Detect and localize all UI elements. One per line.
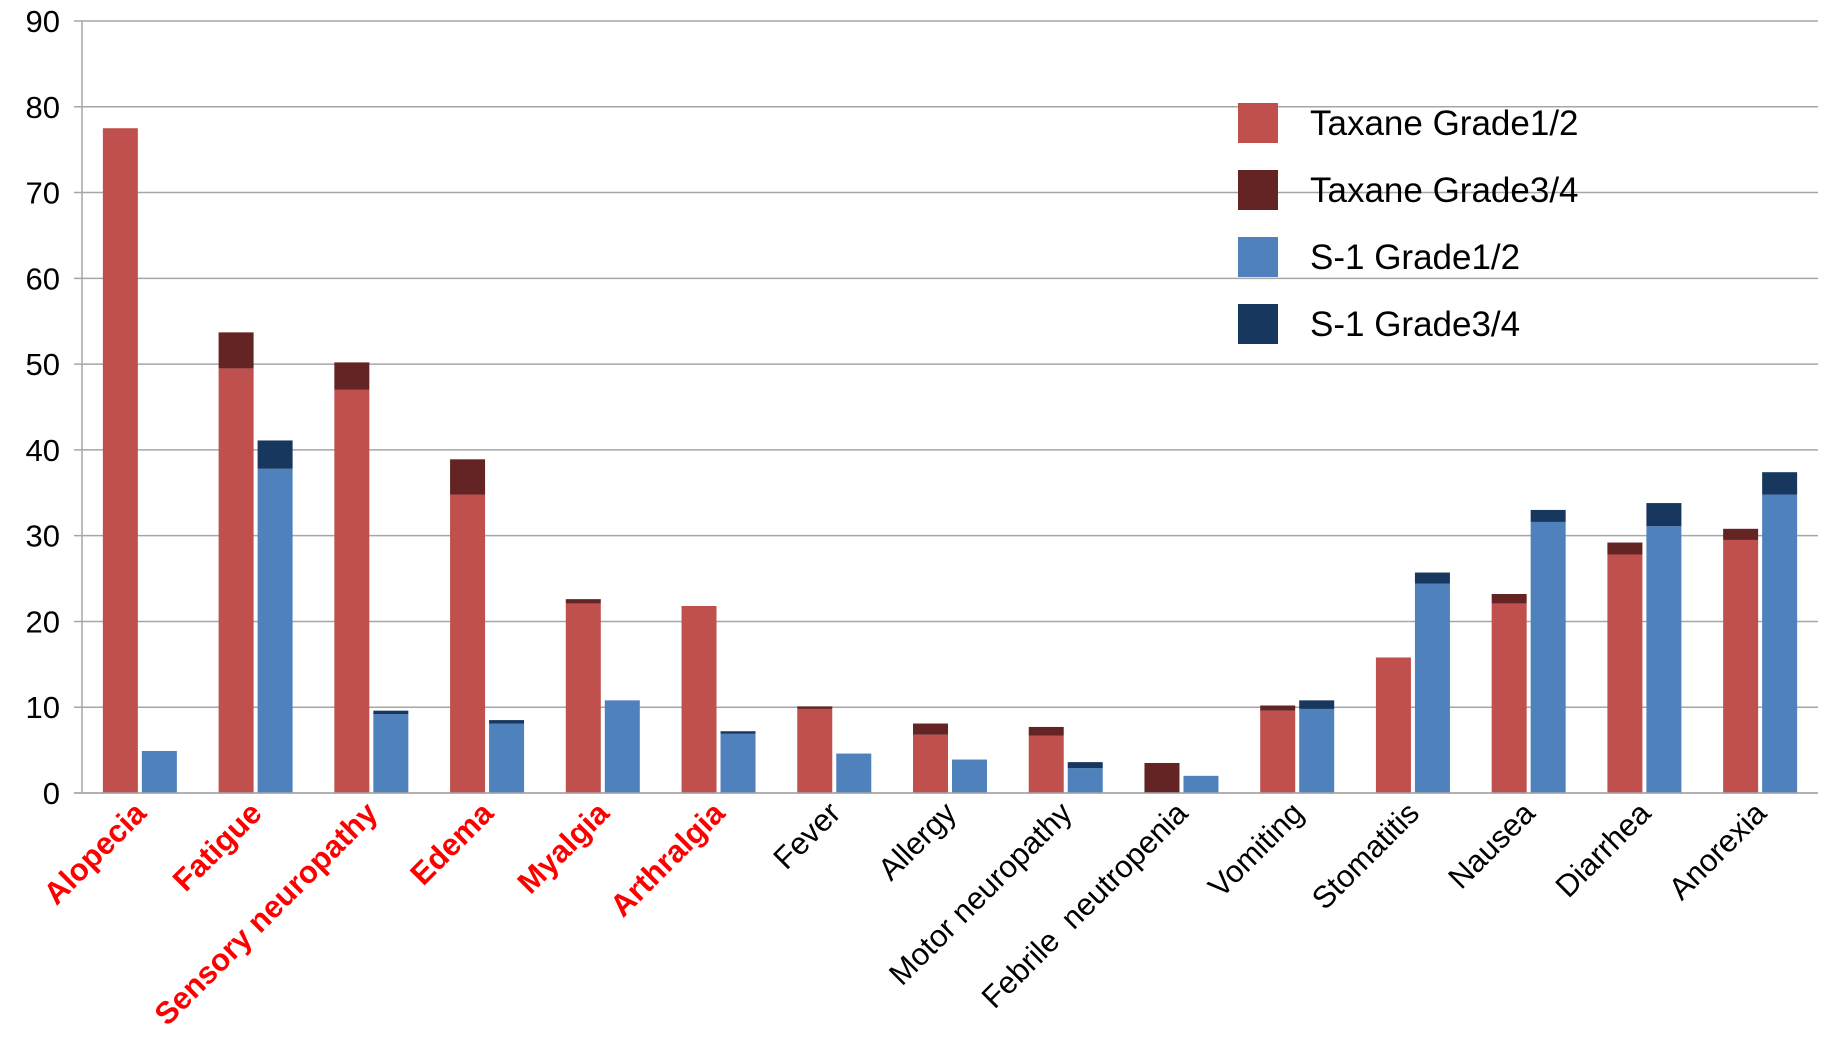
bar-s-1-grade1-2-sensory-neuropathy [373, 714, 409, 793]
bar-s-1-grade1-2-nausea [1530, 521, 1566, 793]
x-category-label: Diarrhea [1549, 795, 1658, 904]
bar-taxane-grade3-4-anorexia [1723, 528, 1759, 540]
x-category-label: Edema [403, 795, 500, 892]
bar-taxane-grade1-2-edema [450, 494, 486, 793]
bar-taxane-grade1-2-alopecia [102, 128, 138, 793]
x-category-label: Sensory neuropathy [148, 795, 385, 1032]
bar-s-1-grade3-4-anorexia [1762, 472, 1798, 495]
bar-taxane-grade3-4-myalgia [565, 599, 601, 604]
bar-s-1-grade1-2-febrile-neutropenia [1183, 775, 1219, 793]
bar-taxane-grade1-2-sensory-neuropathy [334, 389, 370, 793]
bar-taxane-grade3-4-fatigue [218, 332, 254, 369]
bar-s-1-grade3-4-vomiting [1299, 700, 1335, 709]
y-tick-label: 50 [26, 347, 60, 382]
axes [74, 21, 1818, 794]
bar-s-1-grade1-2-fatigue [257, 468, 293, 793]
bar-s-1-grade1-2-edema [489, 723, 525, 793]
bar-s-1-grade3-4-diarrhea [1646, 503, 1682, 527]
bar-taxane-grade3-4-allergy [913, 723, 948, 735]
bar-s-1-grade1-2-diarrhea [1646, 526, 1682, 793]
x-category-label: Alopecia [37, 795, 154, 912]
y-tick-label: 80 [26, 90, 60, 125]
legend-label: Taxane Grade3/4 [1310, 171, 1579, 210]
x-category-label: Arthralgia [603, 795, 732, 924]
bar-taxane-grade3-4-sensory-neuropathy [334, 362, 370, 390]
bar-s-1-grade3-4-fatigue [257, 440, 293, 469]
bar-taxane-grade3-4-motor-neuropathy [1028, 726, 1064, 736]
bar-taxane-grade1-2-nausea [1491, 603, 1527, 793]
legend-swatch [1238, 304, 1278, 344]
y-tick-label: 10 [26, 690, 60, 725]
bar-taxane-grade1-2-vomiting [1260, 710, 1296, 793]
bar-s-1-grade1-2-alopecia [141, 750, 177, 793]
bar-taxane-grade3-4-edema [450, 459, 486, 495]
bar-s-1-grade1-2-myalgia [604, 700, 640, 793]
bar-taxane-grade3-4-nausea [1491, 593, 1527, 604]
legend-label: S-1 Grade3/4 [1310, 305, 1520, 344]
bar-taxane-grade1-2-stomatitis [1375, 657, 1411, 793]
bar-taxane-grade3-4-diarrhea [1607, 542, 1643, 555]
bar-taxane-grade1-2-fatigue [218, 368, 254, 793]
y-axis-ticks: 0 10 20 30 40 50 60 70 80 90 [26, 4, 60, 811]
bar-s-1-grade3-4-edema [489, 720, 525, 724]
legend-label: Taxane Grade1/2 [1310, 104, 1579, 143]
bar-s-1-grade3-4-motor-neuropathy [1067, 762, 1103, 769]
bar-s-1-grade1-2-arthralgia [720, 733, 756, 793]
bar-s-1-grade1-2-stomatitis [1414, 583, 1450, 793]
legend-label: S-1 Grade1/2 [1310, 238, 1520, 277]
bar-s-1-grade1-2-fever [836, 753, 872, 793]
x-category-label: Febrile neutropenia [975, 795, 1195, 1015]
y-tick-label: 70 [26, 176, 60, 211]
bar-taxane-grade3-4-fever [797, 706, 833, 709]
bar-s-1-grade3-4-sensory-neuropathy [373, 710, 409, 715]
x-category-label: Fatigue [166, 795, 269, 898]
x-category-label: Stomatitis [1305, 795, 1426, 916]
y-tick-label: 60 [26, 261, 60, 296]
bar-taxane-grade1-2-diarrhea [1607, 554, 1643, 793]
legend: Taxane Grade1/2 Taxane Grade3/4 S-1 Grade1… [1238, 103, 1579, 344]
legend-swatch [1238, 237, 1278, 277]
bar-s-1-grade3-4-arthralgia [720, 731, 756, 734]
bar-taxane-grade3-4-vomiting [1260, 705, 1296, 711]
bar-taxane-grade1-2-allergy [913, 734, 948, 793]
bar-s-1-grade3-4-nausea [1530, 509, 1566, 522]
bar-taxane-grade1-2-fever [797, 708, 833, 793]
x-category-label: Myalgia [511, 795, 617, 901]
bar-taxane-grade3-4-febrile-neutropenia [1144, 762, 1180, 793]
bar-s-1-grade3-4-stomatitis [1414, 572, 1450, 584]
legend-swatch [1238, 103, 1278, 143]
bar-taxane-grade1-2-arthralgia [681, 606, 717, 793]
x-category-label: Anorexia [1662, 795, 1774, 907]
bar-taxane-grade1-2-myalgia [565, 603, 601, 793]
y-tick-label: 0 [43, 776, 60, 811]
y-tick-label: 90 [26, 4, 60, 39]
bar-taxane-grade1-2-anorexia [1723, 539, 1759, 793]
x-category-label: Nausea [1441, 795, 1542, 896]
y-tick-label: 40 [26, 433, 60, 468]
x-category-label: Fever [766, 795, 847, 876]
legend-swatch [1238, 170, 1278, 210]
x-category-label: Vomiting [1201, 795, 1310, 904]
bars [102, 128, 1798, 793]
y-tick-label: 20 [26, 604, 60, 639]
bar-s-1-grade1-2-anorexia [1762, 494, 1798, 793]
bar-taxane-grade1-2-motor-neuropathy [1028, 735, 1064, 793]
bar-s-1-grade1-2-allergy [952, 759, 987, 793]
bar-s-1-grade1-2-motor-neuropathy [1067, 768, 1103, 793]
bar-s-1-grade1-2-vomiting [1299, 708, 1335, 793]
x-category-label: Allergy [871, 795, 963, 887]
y-tick-label: 30 [26, 519, 60, 554]
